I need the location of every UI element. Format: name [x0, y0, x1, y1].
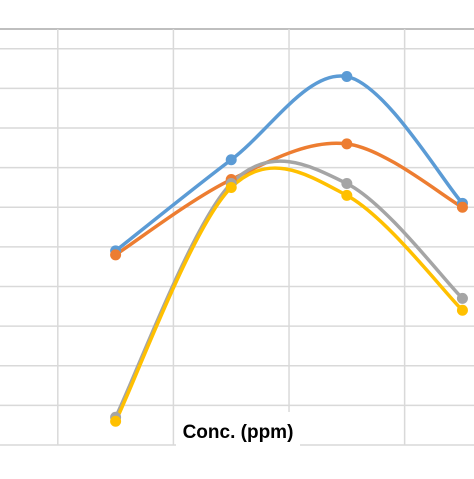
gridlines: [0, 29, 474, 446]
series-line-1: [113, 74, 465, 253]
data-point-series-4-2: [225, 181, 237, 193]
data-point-series-1-2: [225, 154, 237, 166]
data-markers: [110, 71, 468, 427]
x-axis-title-background: [176, 412, 300, 452]
data-point-series-1-3: [341, 71, 353, 83]
data-point-series-2-1: [110, 249, 122, 261]
data-point-series-4-3: [341, 189, 353, 201]
series-line-4: [113, 166, 465, 423]
data-point-series-3-4: [456, 292, 468, 304]
data-point-series-4-4: [456, 304, 468, 316]
series-line-2: [113, 141, 465, 257]
series-group: [113, 74, 465, 423]
data-point-series-2-4: [456, 201, 468, 213]
data-point-series-3-3: [341, 178, 353, 190]
data-point-series-4-1: [110, 415, 122, 427]
x-axis-title: Conc. (ppm): [183, 422, 294, 443]
data-point-series-2-3: [341, 138, 353, 150]
